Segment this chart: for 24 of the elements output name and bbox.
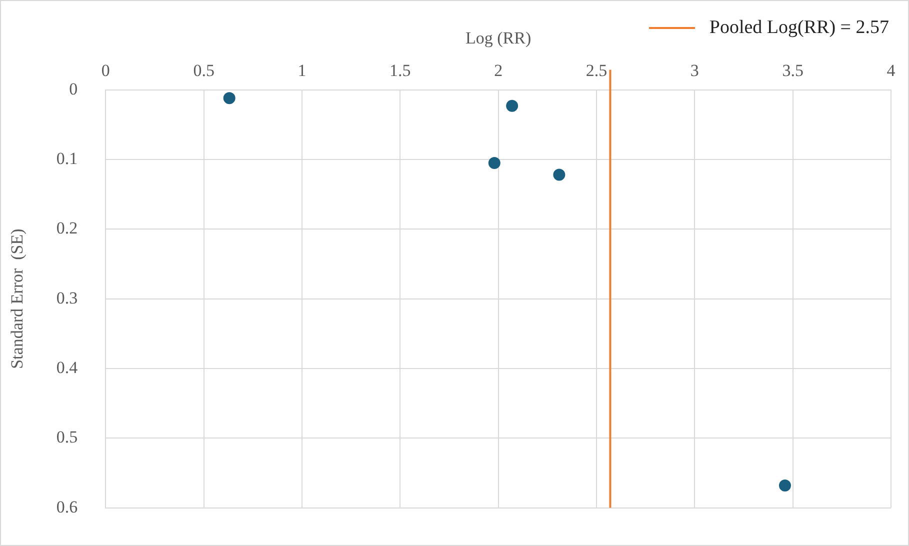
x-tick-label: 3 [690,61,699,80]
x-tick-label: 1 [298,61,306,80]
y-tick-label: 0.3 [56,288,78,308]
legend-label: Pooled Log(RR) = 2.57 [709,17,889,39]
point [506,100,518,112]
y-tick-label: 0.1 [56,148,78,168]
x-tick-label: 2.5 [586,61,608,80]
point [223,92,236,104]
point [553,168,566,181]
x-tick-label: 2 [494,61,503,80]
y-axis-title: Standard Error (SE) [8,228,27,369]
x-tick-label: 1.5 [390,61,411,80]
point [778,480,791,492]
x-axis-title: Log (RR) [466,28,532,48]
x-tick-label: 0 [101,61,110,80]
point [488,156,500,169]
y-tick-label: 0 [69,79,78,98]
x-tick-label: 0.5 [193,61,214,80]
y-tick-label: 0.4 [56,358,78,377]
x-tick-label: 4 [886,61,896,80]
y-tick-label: 0.5 [56,428,78,447]
y-tick-label: 0.6 [56,497,78,516]
y-tick-label: 0.2 [56,218,78,238]
x-tick-label: 3.5 [782,61,804,80]
